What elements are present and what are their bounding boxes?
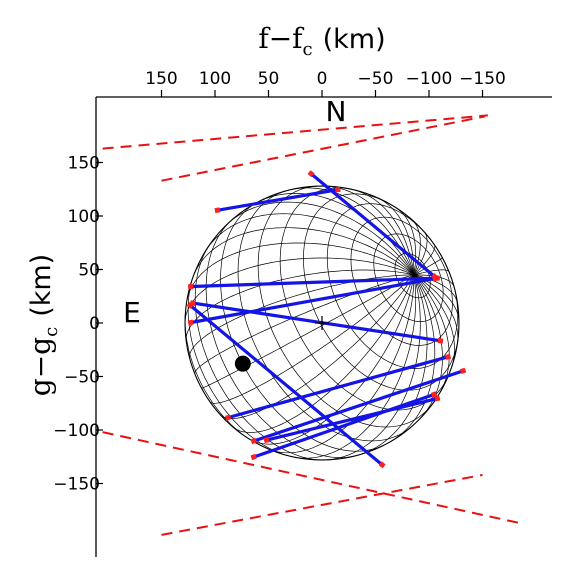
grid-line	[237, 190, 411, 442]
chord	[214, 187, 341, 213]
y-tick-label: −100	[53, 421, 100, 441]
grid-line	[184, 257, 415, 323]
grid-line	[355, 274, 428, 457]
grid-line	[279, 187, 450, 411]
east-label: E	[123, 296, 141, 329]
grid-line	[323, 274, 421, 461]
chord	[190, 301, 444, 343]
x-axis-title: f−fc (km)	[258, 22, 385, 60]
chord-end	[430, 391, 438, 398]
grid-line	[193, 227, 415, 276]
x-tick-label: 150	[145, 69, 177, 89]
x-tick-label: −150	[459, 69, 506, 89]
y-ticks: 150 100 50 0 −50 −100 −150	[53, 154, 103, 495]
grid-line	[413, 274, 459, 344]
marks	[234, 316, 329, 372]
chord	[187, 302, 386, 468]
limit-line	[102, 114, 488, 150]
limit-line	[161, 473, 483, 536]
grid-line	[390, 274, 436, 442]
y-tick-label: 0	[89, 314, 100, 334]
chord-start	[250, 453, 257, 461]
x-tick-label: −100	[406, 69, 453, 89]
chord	[225, 354, 451, 420]
grid-line	[414, 274, 455, 288]
grid-line	[194, 244, 324, 461]
chord	[250, 392, 438, 460]
y-axis-title: g−gc(km)	[24, 254, 62, 396]
chord-start	[187, 319, 194, 326]
grid-line	[226, 201, 415, 276]
y-tick-label: −50	[64, 368, 100, 388]
body-grid	[184, 185, 460, 461]
grid-line	[189, 274, 414, 358]
chord-end	[378, 461, 386, 469]
chord-end	[444, 353, 452, 360]
grid-line	[413, 257, 443, 276]
x-tick-label: −50	[358, 69, 394, 89]
x-tick-label: 100	[199, 69, 231, 89]
grid-line	[267, 274, 415, 454]
chord-start	[263, 437, 270, 444]
grid-line	[194, 274, 415, 374]
grid-line	[184, 314, 253, 441]
chord-start	[214, 207, 221, 214]
grid-line	[186, 242, 415, 300]
chord-start	[225, 414, 232, 421]
limit-line	[161, 115, 485, 182]
y-tick-label: 100	[68, 207, 100, 227]
grid-line	[294, 274, 417, 459]
y-tick-label: −150	[53, 475, 100, 495]
x-tick-label: 0	[317, 69, 328, 89]
chord-end	[432, 275, 439, 282]
grid-line	[413, 274, 455, 368]
chord	[187, 276, 438, 325]
chord-start	[190, 300, 196, 306]
chord-start	[307, 170, 315, 178]
grid-line	[220, 202, 385, 452]
grid-line	[232, 274, 415, 433]
limit-lines	[102, 114, 521, 536]
grid-line	[209, 274, 415, 404]
grid-line	[352, 189, 415, 275]
x-tick-label: 50	[258, 69, 280, 89]
chord-start	[250, 437, 257, 445]
grid-line	[413, 269, 450, 276]
chord	[250, 368, 466, 444]
chord	[188, 276, 440, 289]
chord	[263, 396, 441, 443]
grid-line	[205, 213, 415, 276]
limit-line	[102, 431, 521, 525]
chord-end	[334, 186, 341, 193]
x-ticks: 150 100 50 0 −50 −100 −150	[145, 69, 506, 97]
grid-line	[413, 244, 436, 276]
center-cross	[315, 316, 329, 330]
y-tick-label: 150	[68, 154, 100, 174]
chord-end	[434, 395, 441, 402]
grid-line	[249, 274, 415, 445]
chord-end	[437, 337, 444, 344]
plot-area	[102, 114, 521, 536]
grid-line	[256, 192, 415, 275]
chord-start	[186, 301, 194, 309]
grid-line	[220, 274, 415, 419]
grid-line	[201, 274, 415, 389]
y-tick-label: 50	[78, 261, 100, 281]
north-label: N	[326, 95, 347, 128]
feature-dot	[234, 355, 251, 372]
chords	[186, 170, 467, 469]
chord-end	[459, 367, 467, 375]
